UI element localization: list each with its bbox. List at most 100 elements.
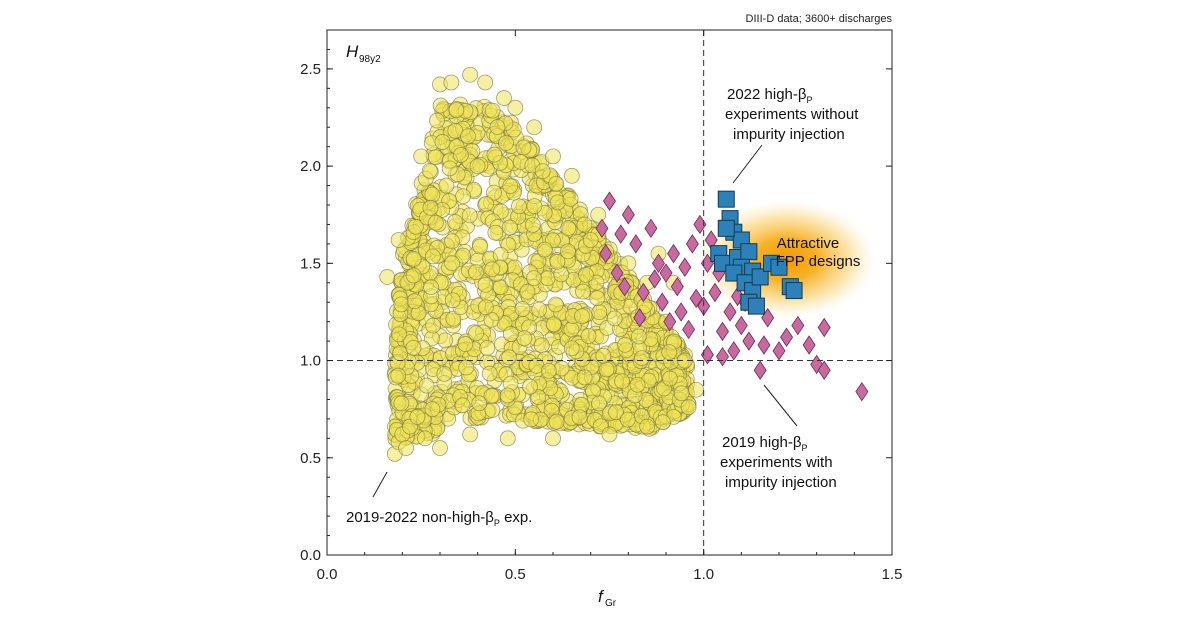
data-point-square — [747, 297, 765, 315]
data-point-circle — [608, 404, 624, 421]
data-point-circle — [630, 328, 647, 345]
data-point-circle — [507, 99, 524, 116]
data-point-circle — [486, 184, 502, 201]
annotation-non-high-beta: 2019-2022 non-high-βP exp. — [346, 471, 532, 528]
data-point-diamond — [689, 288, 703, 309]
data-point-circle — [540, 362, 557, 379]
data-point-circle — [444, 292, 461, 309]
data-point-circle — [458, 359, 475, 376]
data-point-circle — [502, 178, 519, 194]
data-point-circle — [479, 340, 496, 356]
annotation-2022: 2022 high-βP experiments without impurit… — [725, 86, 859, 184]
data-point-square — [751, 268, 769, 286]
data-point-circle — [531, 301, 548, 318]
data-point-circle — [477, 276, 494, 293]
data-point-circle — [390, 367, 407, 384]
data-point-circle — [457, 336, 474, 353]
data-point-circle — [620, 255, 637, 272]
data-point-circle — [533, 337, 550, 354]
x-axis-label-sub: Gr — [605, 598, 617, 609]
data-point-circle — [429, 112, 445, 129]
data-point-circle — [472, 238, 489, 255]
data-point-circle — [409, 409, 426, 425]
data-point-circle — [511, 198, 527, 215]
series-non-high-beta — [379, 66, 705, 462]
y-tick-label: 1.5 — [300, 255, 321, 272]
data-point-diamond — [742, 331, 756, 351]
data-point-diamond — [716, 346, 729, 367]
data-point-circle — [496, 90, 512, 106]
data-point-circle — [534, 163, 551, 180]
data-point-circle — [575, 283, 591, 300]
data-point-diamond — [727, 341, 741, 361]
data-point-circle — [407, 218, 424, 235]
data-point-diamond — [659, 263, 673, 283]
data-point-circle — [562, 190, 579, 207]
plot-frame — [326, 29, 893, 556]
data-point-circle — [563, 340, 580, 357]
data-point-circle — [582, 232, 599, 248]
data-point-circle — [462, 66, 479, 83]
data-point-diamond — [708, 282, 722, 303]
data-point-diamond — [855, 381, 869, 402]
data-point-circle — [536, 241, 553, 258]
data-point-circle — [468, 325, 484, 342]
data-point-square — [717, 219, 735, 237]
data-point-circle — [501, 349, 517, 366]
data-point-circle — [477, 74, 494, 91]
x-tick-label: 1.0 — [693, 566, 714, 583]
data-point-circle — [563, 321, 580, 338]
data-point-circle — [405, 339, 422, 356]
data-point-circle — [462, 426, 479, 443]
data-point-circle — [405, 250, 422, 267]
y-axis-ticks: 0.0 0.5 1.0 1.5 2.0 2.5 — [300, 48, 892, 564]
data-point-circle — [634, 350, 650, 367]
y-tick-label: 2.5 — [300, 61, 321, 78]
data-point-circle — [524, 216, 541, 233]
annotation-2022-line2: experiments without — [725, 106, 859, 123]
data-point-circle — [661, 370, 678, 387]
data-point-circle — [571, 409, 588, 426]
data-point-circle — [547, 296, 564, 313]
data-point-circle — [444, 255, 460, 272]
data-point-square — [770, 258, 788, 276]
y-axis-label-sub: 98y2 — [359, 54, 381, 65]
data-point-circle — [545, 148, 561, 165]
data-point-diamond — [685, 234, 699, 254]
data-point-circle — [501, 219, 518, 236]
data-point-circle — [589, 290, 606, 307]
data-point-circle — [469, 158, 486, 175]
y-tick-label: 1.0 — [300, 353, 321, 370]
data-point-circle — [444, 233, 460, 250]
data-point-circle — [578, 266, 594, 283]
data-point-circle — [434, 134, 451, 150]
data-point-circle — [424, 248, 441, 265]
data-point-diamond — [791, 315, 805, 336]
data-point-square — [717, 190, 735, 208]
data-point-circle — [563, 167, 580, 184]
y-axis-label-main: H — [346, 42, 359, 61]
data-point-diamond — [636, 282, 650, 303]
data-point-circle — [424, 401, 441, 418]
source-note: DIII-D data; 3600+ discharges — [746, 13, 893, 25]
data-point-circle — [471, 395, 488, 412]
data-point-diamond — [621, 205, 635, 225]
data-point-circle — [427, 214, 444, 231]
data-point-circle — [591, 304, 608, 321]
data-point-circle — [487, 224, 504, 241]
x-tick-label: 1.5 — [882, 566, 903, 583]
data-point-diamond — [716, 321, 729, 342]
data-point-diamond — [674, 302, 688, 322]
x-tick-label: 0.5 — [505, 566, 526, 583]
data-point-circle — [673, 385, 690, 402]
annotation-2022-leader — [732, 144, 763, 184]
data-point-circle — [481, 365, 498, 382]
data-point-circle — [588, 274, 605, 291]
y-tick-label: 0.5 — [300, 450, 321, 467]
data-point-circle — [516, 330, 533, 347]
data-point-circle — [574, 308, 590, 325]
data-point-circle — [502, 326, 519, 342]
data-point-circle — [619, 411, 636, 428]
data-point-circle — [591, 395, 607, 412]
data-point-circle — [413, 148, 430, 165]
